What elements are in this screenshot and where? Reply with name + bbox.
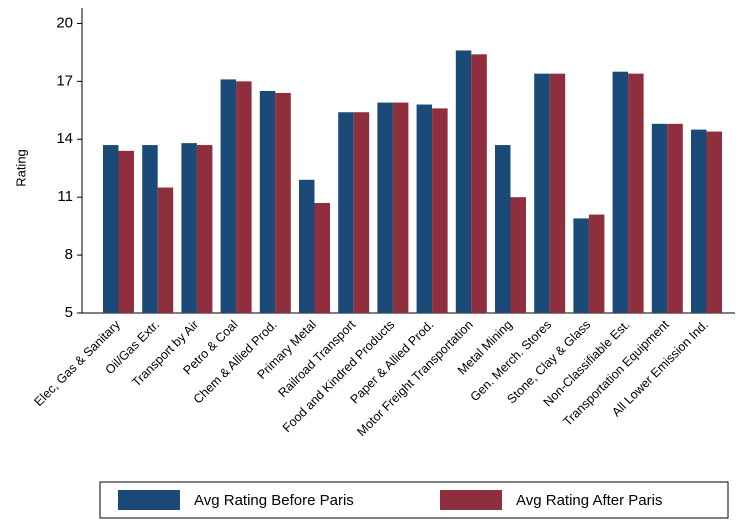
bar xyxy=(220,79,237,314)
bar xyxy=(588,214,605,313)
legend-swatch xyxy=(118,490,180,510)
bar xyxy=(103,145,119,313)
bar xyxy=(471,54,487,314)
bar xyxy=(612,71,629,313)
legend-swatch xyxy=(440,490,502,510)
bar xyxy=(118,150,134,313)
bar xyxy=(181,143,197,313)
y-tick-label: 8 xyxy=(65,246,73,263)
bar xyxy=(353,112,370,313)
legend-label: Avg Rating Before Paris xyxy=(194,492,354,509)
bar xyxy=(259,91,276,313)
bar xyxy=(706,131,722,313)
y-tick-label: 20 xyxy=(56,14,73,31)
bar xyxy=(142,145,158,313)
bar xyxy=(275,92,291,313)
bar xyxy=(157,187,174,313)
bar xyxy=(196,145,213,313)
bar xyxy=(549,73,566,314)
legend-label: Avg Rating After Paris xyxy=(516,492,662,509)
bar xyxy=(628,73,644,314)
bar xyxy=(416,104,433,314)
bar xyxy=(455,50,472,313)
bar xyxy=(314,202,330,313)
bar xyxy=(299,179,315,313)
y-axis-label: Rating xyxy=(13,149,28,187)
y-tick-label: 17 xyxy=(56,72,73,89)
bar xyxy=(338,112,354,313)
bar xyxy=(392,102,409,313)
y-tick-label: 14 xyxy=(56,130,73,147)
bar xyxy=(691,129,707,313)
bar xyxy=(534,73,550,314)
bar xyxy=(510,197,526,313)
y-tick-label: 11 xyxy=(57,188,73,205)
bar xyxy=(667,123,683,313)
bar xyxy=(432,108,448,313)
legend-box xyxy=(99,481,729,519)
bar xyxy=(236,81,252,313)
bar xyxy=(573,218,589,313)
bar xyxy=(377,102,393,313)
bar xyxy=(651,123,668,313)
bar xyxy=(495,145,511,313)
y-tick-label: 5 xyxy=(65,304,73,321)
